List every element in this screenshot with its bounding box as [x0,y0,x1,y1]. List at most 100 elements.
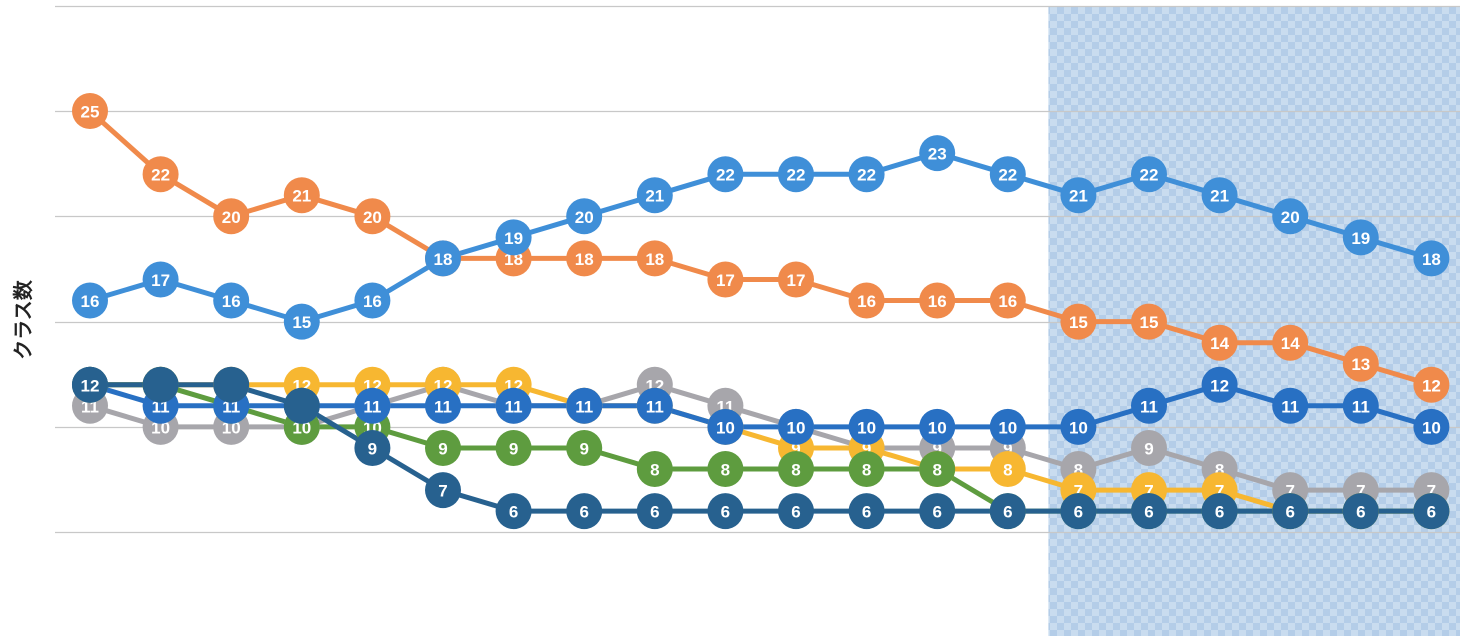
data-label: 21 [645,187,664,206]
data-point: 9 [354,430,391,466]
data-label: 11 [1140,397,1158,416]
data-point-marker [213,366,250,403]
data-point-marker [1201,366,1238,403]
data-point-marker [707,261,744,298]
data-point: 22 [142,156,179,193]
data-point: 25 [72,93,108,129]
data-point: 20 [354,198,391,235]
data-point-marker [354,387,391,424]
data-point: 6 [707,493,744,530]
data-point: 6 [848,493,885,530]
data-label: 6 [1356,503,1365,522]
data-label: 22 [716,166,735,185]
data-point: 9 [425,430,461,466]
data-label: 10 [928,418,947,437]
data-point-marker [1413,240,1450,277]
data-point-marker [707,156,744,193]
data-label: 6 [1074,503,1083,522]
data-label: 23 [928,145,947,164]
data-point-marker [1060,303,1097,340]
data-point-marker [425,472,461,509]
data-point-marker [354,430,391,466]
data-point-marker [778,408,814,445]
data-label: 6 [650,503,659,522]
data-point-marker [989,493,1026,530]
data-label: 12 [1422,376,1441,395]
data-label: 10 [787,418,806,437]
data-point-marker [495,493,532,530]
data-label: 12 [81,376,100,395]
data-point-marker [425,430,461,466]
data-label: 14 [1210,334,1229,353]
data-point: 10 [707,408,744,445]
data-point: 18 [1413,240,1450,277]
data-label: 8 [1215,461,1224,480]
data-point: 22 [707,156,744,193]
data-point-marker [636,493,673,530]
data-point-marker [354,198,391,235]
data-point-marker [1413,493,1450,530]
data-point-marker [848,156,885,193]
data-label: 16 [363,292,382,311]
data-label: 9 [368,440,377,459]
data-label: 19 [504,229,523,248]
data-point: 18 [636,240,673,277]
data-point-marker [1131,303,1167,340]
data-point-marker [1131,493,1167,530]
data-point: 22 [1131,156,1167,193]
data-label: 9 [579,440,588,459]
data-point: 19 [1342,219,1379,256]
data-label: 10 [857,418,876,437]
y-axis-label: クラス数 [11,279,35,360]
data-point: 6 [495,493,532,530]
data-label: 25 [81,103,100,122]
data-label: 11 [1281,397,1299,416]
data-label: 6 [1215,503,1224,522]
data-point-marker [213,282,250,319]
data-point-marker [848,493,885,530]
data-label: 10 [1422,418,1441,437]
data-point: 20 [1272,198,1309,235]
data-point: 12 [72,366,108,403]
data-label: 8 [791,461,800,480]
data-point-marker [425,240,461,277]
data-label: 8 [932,461,941,480]
data-label: 9 [1003,440,1012,459]
data-label: 22 [857,166,876,185]
data-label: 22 [998,166,1017,185]
data-label: 6 [1144,503,1153,522]
data-point-marker [778,156,814,193]
data-point: 18 [566,240,603,277]
data-label: 20 [1281,208,1300,227]
data-point-marker [1342,387,1379,424]
data-label: 18 [575,250,594,269]
data-point: 21 [1060,177,1097,214]
data-point-marker [495,430,532,466]
data-label: 21 [1069,187,1088,206]
data-point-marker [142,156,179,193]
data-point-marker [848,408,885,445]
data-point: 9 [566,430,603,466]
data-point: 10 [919,408,956,445]
data-label: 8 [1074,461,1083,480]
data-point: 19 [495,219,532,256]
data-label: 6 [1285,503,1294,522]
data-label: 11 [575,397,593,416]
data-point: 6 [636,493,673,530]
data-point-marker [1201,177,1238,214]
data-point: 22 [848,156,885,193]
data-point: 11 [354,387,391,424]
data-label: 9 [438,440,447,459]
data-point: 22 [778,156,814,193]
data-label: 18 [1422,250,1441,269]
data-label: 14 [1281,334,1300,353]
data-label: 13 [1351,355,1370,374]
data-point-marker [283,303,320,340]
data-label: 11 [505,397,523,416]
data-point: 16 [848,282,885,319]
data-point-marker [919,451,956,487]
data-label: 9 [1144,440,1153,459]
data-label: 7 [1285,482,1294,501]
data-point: 9 [1131,430,1167,466]
